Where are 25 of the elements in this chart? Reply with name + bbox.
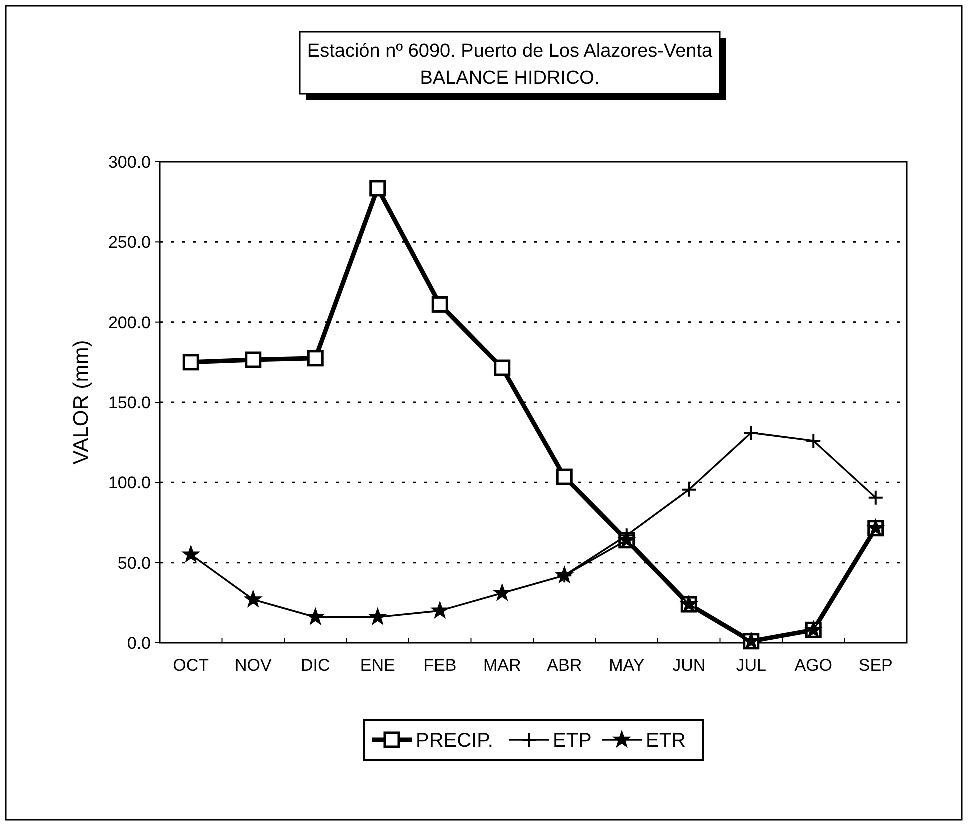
y-axis-title: VALOR (mm) xyxy=(70,340,93,465)
x-tick-label: MAY xyxy=(609,656,645,675)
y-tick-label: 300.0 xyxy=(108,152,151,172)
x-tick-label: NOV xyxy=(234,656,272,675)
x-tick-label: JUL xyxy=(736,656,766,675)
chart-title: Estación nº 6090. Puerto de Los Alazores-Venta xyxy=(307,41,714,62)
x-tick-label: SEP xyxy=(858,656,893,675)
legend-label: ETR xyxy=(646,730,686,752)
y-tick-label: 150.0 xyxy=(108,393,151,412)
x-tick-label: AGO xyxy=(794,656,833,675)
x-tick-label: DIC xyxy=(300,656,330,675)
y-tick-label: 250.0 xyxy=(108,233,151,252)
legend-label: PRECIP. xyxy=(416,730,494,752)
x-tick-label: JUN xyxy=(672,656,706,675)
y-tick-label: 50.0 xyxy=(118,554,151,573)
y-tick-label: 100.0 xyxy=(108,474,151,493)
x-tick-label: FEB xyxy=(424,656,457,675)
legend-label: ETP xyxy=(553,730,592,752)
chart-subtitle: BALANCE HIDRICO. xyxy=(420,68,600,89)
x-tick-label: ABR xyxy=(547,656,582,675)
x-tick-label: MAR xyxy=(483,656,522,675)
x-tick-label: OCT xyxy=(173,656,210,675)
y-tick-label: 200.0 xyxy=(108,313,151,332)
y-tick-label: 0.0 xyxy=(127,634,151,653)
x-tick-label: ENE xyxy=(360,656,396,675)
